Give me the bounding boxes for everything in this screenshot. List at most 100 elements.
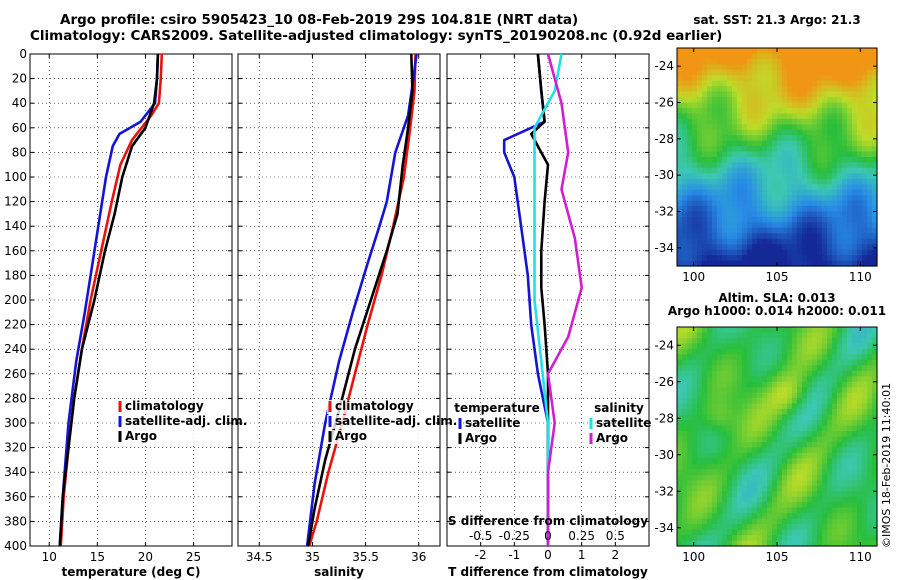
sla_map-cell xyxy=(677,359,683,366)
sla_map-cell xyxy=(822,420,828,427)
sst_map-cell xyxy=(872,80,878,87)
sst_map-cell xyxy=(807,102,813,109)
sst_map-xtick-label: 100 xyxy=(682,270,705,284)
sst_map-cell xyxy=(792,80,798,87)
sla_map-cell xyxy=(837,387,843,394)
sst_map-cell xyxy=(832,107,838,114)
sla_map-cell xyxy=(862,502,868,509)
sst_map-cell xyxy=(857,80,863,87)
sst_map-cell xyxy=(847,184,853,191)
sla_map-cell xyxy=(837,507,843,514)
sla_map-cell xyxy=(742,359,748,366)
sla_map-cell xyxy=(702,436,708,443)
sla_map-cell xyxy=(792,441,798,449)
sst_map-cell xyxy=(707,97,713,104)
sla_map-cell xyxy=(837,524,843,531)
sst_map-cell xyxy=(872,102,878,109)
sst_map-cell xyxy=(767,157,773,164)
sla_map-cell xyxy=(762,529,768,536)
sst_map-cell xyxy=(862,102,868,109)
sst_map-cell xyxy=(702,64,708,71)
sst_map-cell xyxy=(787,200,793,207)
sla_map-cell xyxy=(802,425,808,432)
sst_map-cell xyxy=(807,222,813,229)
sla_map-cell xyxy=(832,392,838,399)
sla_map-cell xyxy=(707,420,713,427)
sst_map-cell xyxy=(807,200,813,207)
sla_map-cell xyxy=(697,518,703,525)
sla_map-cell xyxy=(762,327,768,334)
sst_map-cell xyxy=(782,162,788,169)
sla_map-cell xyxy=(697,474,703,481)
sla_map-cell xyxy=(722,343,728,350)
sst_map-cell xyxy=(847,249,853,256)
temperature-ytick-label: 320 xyxy=(4,441,27,455)
sst_map-cell xyxy=(862,135,868,142)
sst_map-cell xyxy=(687,260,693,267)
sla_map-cell xyxy=(687,529,693,536)
sla_map-cell xyxy=(727,491,733,498)
sst_map-cell xyxy=(837,216,843,223)
sla_map-cell xyxy=(832,343,838,350)
sla_map-cell xyxy=(862,540,868,547)
sst_map-cell xyxy=(782,102,788,109)
sst_map-cell xyxy=(757,195,763,202)
sst_map-cell xyxy=(822,48,828,55)
sla_map-cell xyxy=(807,370,813,377)
sla_map-cell xyxy=(782,447,788,454)
sla_map-cell xyxy=(687,359,693,366)
sst_map-cell xyxy=(792,211,798,218)
sla_map-cell xyxy=(742,469,748,476)
sla_map-cell xyxy=(762,524,768,531)
sst_map-cell xyxy=(687,233,693,240)
sst_map-cell xyxy=(857,113,863,120)
sst_map-cell xyxy=(832,178,838,185)
sst_map-cell xyxy=(802,216,808,223)
sst_map-cell xyxy=(807,216,813,223)
sst_map-cell xyxy=(832,162,838,169)
sla_map-cell xyxy=(862,474,868,481)
sst_map-cell xyxy=(757,124,763,131)
sst_map-cell xyxy=(767,86,773,93)
sla_map-cell xyxy=(697,485,703,492)
sst_map-cell xyxy=(682,129,688,136)
sla_map-cell xyxy=(762,359,768,366)
sst_map-cell xyxy=(752,244,758,251)
sst_map-cell xyxy=(687,129,693,136)
sla_map-cell xyxy=(767,381,773,388)
sla_map-cell xyxy=(822,359,828,366)
sst_map-cell xyxy=(867,233,873,240)
sla_map-cell xyxy=(777,392,783,399)
sst_map-cell xyxy=(757,244,763,251)
sst_map-cell xyxy=(687,86,693,93)
sst_map-cell xyxy=(717,249,723,256)
sla_map-cell xyxy=(802,524,808,531)
sst_map-cell xyxy=(847,118,853,125)
sst_map-cell xyxy=(697,113,703,120)
sst_map-cell xyxy=(782,238,788,245)
sst_map-cell xyxy=(697,151,703,158)
sst_map-cell xyxy=(677,260,683,267)
sst_map-cell xyxy=(712,260,718,267)
sla_map-cell xyxy=(862,425,868,432)
sst_map-cell xyxy=(767,48,773,55)
sst_map-cell xyxy=(702,195,708,202)
sst_map-cell xyxy=(857,162,863,169)
sla_map-cell xyxy=(702,431,708,438)
sla_map-cell xyxy=(787,518,793,525)
sst_map-cell xyxy=(787,151,793,158)
sla_map-cell xyxy=(792,491,798,498)
sla_map-cell xyxy=(717,414,723,421)
sla_map-cell xyxy=(822,529,828,536)
sst_map-cell xyxy=(837,118,843,125)
sla_map-cell xyxy=(827,463,833,470)
sst_map-cell xyxy=(827,200,833,207)
sla_map-cell xyxy=(872,491,878,498)
sst_map-cell xyxy=(777,233,783,240)
sla_map-cell xyxy=(747,398,753,405)
sst_map-cell xyxy=(797,249,803,256)
sst_map-cell xyxy=(857,124,863,131)
sla_map-cell xyxy=(732,496,738,503)
sla_map-cell xyxy=(732,431,738,438)
sst_map-cell xyxy=(687,135,693,142)
